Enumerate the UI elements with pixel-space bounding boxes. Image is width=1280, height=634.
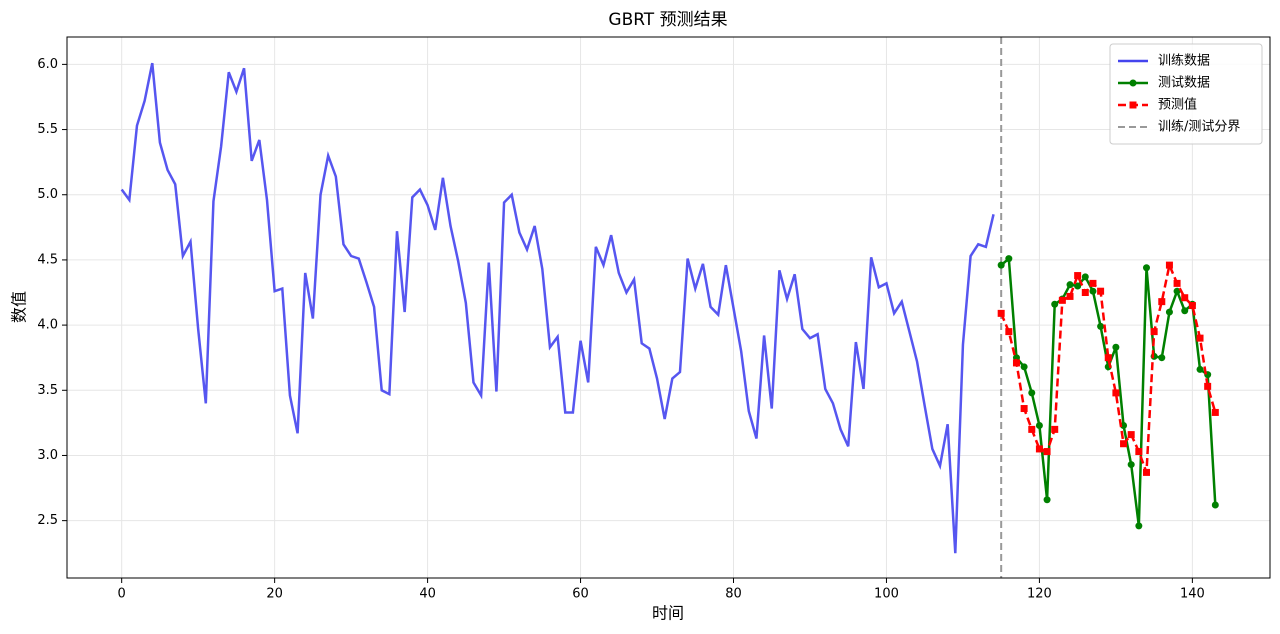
legend-label: 测试数据 [1158,76,1210,91]
point [1181,294,1189,302]
point [1035,445,1043,453]
legend-label: 训练数据 [1158,54,1210,69]
point [1066,281,1074,289]
point [1211,408,1219,416]
point [997,309,1005,317]
point [1012,359,1020,367]
point [1043,496,1051,504]
legend-label: 训练/测试分界 [1158,120,1240,135]
point [1181,307,1189,315]
point [1158,298,1166,306]
x-tick-label: 120 [1027,587,1052,602]
chart-title: GBRT 预测结果 [608,10,727,30]
point [1204,382,1212,390]
point [1135,448,1143,456]
x-tick-label: 60 [572,587,589,602]
point [1188,302,1196,310]
point [1089,287,1097,295]
point [1089,279,1097,287]
point [1173,287,1181,295]
point [1150,328,1158,336]
point [1066,292,1074,300]
legend-box [1109,43,1263,145]
point [1165,308,1173,316]
point [1127,431,1135,439]
legend-label: 预测值 [1158,97,1197,113]
point [1142,264,1150,272]
x-axis-label: 时间 [652,604,684,623]
point [1135,522,1143,530]
x-tick-label: 0 [118,587,126,602]
y-tick-label: 3.0 [37,448,58,463]
legend-marker [1129,79,1137,87]
y-tick-label: 5.0 [37,187,58,202]
plot-frame [66,36,1271,579]
point [1158,354,1166,362]
y-tick-label: 2.5 [37,513,58,528]
legend-marker [1129,101,1137,109]
point [1081,273,1089,281]
point [1028,425,1036,433]
point [1005,328,1013,336]
point [1104,354,1112,362]
y-tick-label: 6.0 [37,57,58,72]
point [1112,389,1120,397]
point [1074,272,1082,280]
x-tick-label: 80 [725,587,742,602]
point [1005,255,1013,263]
point [1196,334,1204,342]
point [1196,365,1204,373]
y-tick-label: 5.5 [37,122,58,137]
x-tick-label: 140 [1180,587,1205,602]
y-tick-label: 4.5 [37,252,58,267]
point [997,261,1005,269]
point [1142,468,1150,476]
point [1097,287,1105,295]
point [1097,322,1105,330]
point [1028,389,1036,397]
point [1081,289,1089,297]
point [1165,261,1173,269]
point [1043,448,1051,456]
y-tick-label: 3.5 [37,383,58,398]
x-tick-label: 20 [266,587,283,602]
x-tick-label: 40 [419,587,436,602]
point [1120,440,1128,448]
y-tick-label: 4.0 [37,318,58,333]
point [1112,343,1120,351]
series-line [120,62,995,554]
point [1074,282,1082,290]
point [1020,363,1028,371]
point [1058,296,1066,304]
y-axis-label: 数值 [10,291,29,323]
point [1211,501,1219,509]
point [1051,300,1059,308]
x-tick-label: 100 [874,587,899,602]
point [1173,279,1181,287]
point [1127,461,1135,469]
point [1020,405,1028,413]
point [1051,425,1059,433]
point [1035,421,1043,429]
series-line [1000,260,1217,473]
